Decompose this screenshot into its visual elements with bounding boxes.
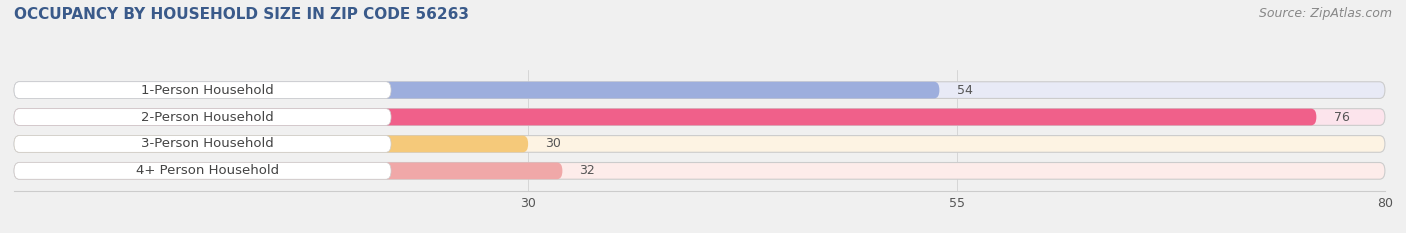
FancyBboxPatch shape — [14, 163, 562, 179]
Text: 76: 76 — [1333, 110, 1350, 123]
Text: OCCUPANCY BY HOUSEHOLD SIZE IN ZIP CODE 56263: OCCUPANCY BY HOUSEHOLD SIZE IN ZIP CODE … — [14, 7, 470, 22]
FancyBboxPatch shape — [14, 82, 939, 98]
FancyBboxPatch shape — [14, 109, 1316, 125]
Text: 2-Person Household: 2-Person Household — [142, 110, 274, 123]
FancyBboxPatch shape — [14, 82, 1385, 98]
FancyBboxPatch shape — [14, 136, 1385, 152]
FancyBboxPatch shape — [14, 163, 1385, 179]
Text: 1-Person Household: 1-Person Household — [142, 84, 274, 97]
Text: 3-Person Household: 3-Person Household — [142, 137, 274, 151]
FancyBboxPatch shape — [14, 136, 529, 152]
FancyBboxPatch shape — [14, 109, 391, 125]
Text: 30: 30 — [546, 137, 561, 151]
Text: Source: ZipAtlas.com: Source: ZipAtlas.com — [1258, 7, 1392, 20]
FancyBboxPatch shape — [14, 109, 1385, 125]
FancyBboxPatch shape — [14, 82, 391, 98]
FancyBboxPatch shape — [14, 163, 391, 179]
Text: 54: 54 — [956, 84, 973, 97]
Text: 4+ Person Household: 4+ Person Household — [136, 164, 280, 177]
FancyBboxPatch shape — [14, 136, 391, 152]
Text: 32: 32 — [579, 164, 595, 177]
